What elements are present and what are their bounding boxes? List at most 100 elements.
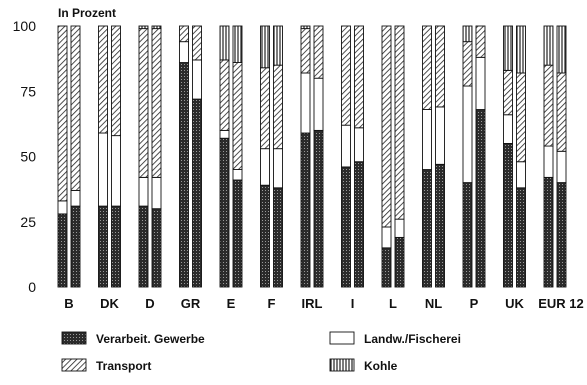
- bar-segment: [57, 200, 68, 215]
- bar-segment: [503, 114, 513, 144]
- bar-segment: [516, 72, 526, 163]
- bar-segment: [111, 135, 121, 207]
- bar-segment: [313, 77, 324, 131]
- legend-swatch: [329, 358, 355, 372]
- bar-segment: [273, 148, 283, 189]
- y-tick-label: 100: [13, 18, 37, 34]
- bar-segment: [179, 62, 189, 288]
- bar-segment: [138, 25, 149, 30]
- bar-segment: [503, 69, 513, 116]
- bar-segment: [98, 25, 108, 134]
- bar-segment: [354, 161, 364, 288]
- bar-segment: [435, 163, 445, 288]
- bar-segment: [138, 176, 149, 207]
- bar-segment: [543, 64, 554, 147]
- bar-segment: [422, 25, 432, 110]
- bar-segment: [232, 179, 243, 288]
- bar-segment: [516, 161, 526, 189]
- y-tick-label: 50: [20, 149, 36, 165]
- x-axis-labels: B DK D GR E F IRL I L NL P UK EUR 12: [64, 296, 583, 311]
- x-tick-label: IRL: [302, 296, 323, 311]
- legend-label: Transport: [96, 359, 151, 373]
- bar-segment: [556, 150, 567, 184]
- x-tick-label: I: [351, 296, 355, 311]
- bar-segment: [435, 106, 445, 165]
- bar-segment: [341, 25, 351, 126]
- bar-segment: [354, 127, 364, 163]
- bar-segment: [313, 25, 324, 79]
- bar-segment: [462, 85, 473, 184]
- bar-segment: [98, 132, 108, 207]
- x-tick-label: NL: [425, 296, 442, 311]
- bar-segment: [192, 98, 202, 288]
- x-tick-label: F: [268, 296, 276, 311]
- x-tick-label: UK: [505, 296, 524, 311]
- bar-segment: [394, 218, 405, 238]
- legend-swatch: [61, 331, 87, 345]
- bar-segment: [475, 56, 486, 110]
- x-tick-label: GR: [181, 296, 201, 311]
- bar-segment: [422, 109, 432, 170]
- x-tick-label: DK: [100, 296, 119, 311]
- bar-segment: [57, 25, 68, 202]
- bar-segment: [516, 25, 526, 74]
- bar-segment: [435, 25, 445, 108]
- bar-segment: [151, 176, 162, 210]
- bar-segment: [503, 25, 513, 71]
- legend-swatch: [61, 358, 87, 372]
- bar-segment: [556, 182, 567, 288]
- bar-segment: [475, 109, 486, 288]
- bar-segment: [273, 64, 283, 150]
- x-tick-label: L: [389, 296, 397, 311]
- y-axis-ticks: 0 25 50 75 100: [13, 18, 37, 295]
- y-tick-label: 75: [20, 83, 36, 99]
- bar-segment: [300, 25, 311, 30]
- bar-segment: [138, 205, 149, 288]
- bars-layer: [57, 25, 567, 288]
- bar-segment: [219, 59, 230, 131]
- x-tick-label: P: [470, 296, 479, 311]
- x-tick-label: D: [145, 296, 154, 311]
- bar-segment: [556, 25, 567, 74]
- bar-segment: [151, 208, 162, 288]
- bar-segment: [70, 25, 81, 191]
- y-tick-label: 25: [20, 214, 36, 230]
- bar-segment: [260, 148, 270, 186]
- bar-segment: [192, 25, 202, 61]
- bar-segment: [219, 137, 230, 288]
- bar-segment: [273, 25, 283, 66]
- bar-segment: [341, 166, 351, 288]
- x-tick-label: E: [227, 296, 236, 311]
- bar-segment: [341, 124, 351, 168]
- bar-segment: [475, 25, 486, 58]
- y-tick-label: 0: [28, 279, 36, 295]
- bar-segment: [111, 25, 121, 137]
- legend-swatch: [329, 331, 355, 345]
- bar-segment: [260, 67, 270, 150]
- bar-segment: [138, 28, 149, 178]
- bar-segment: [232, 25, 243, 63]
- bar-segment: [98, 205, 108, 288]
- bar-segment: [462, 182, 473, 288]
- bar-segment: [543, 145, 554, 178]
- bar-segment: [179, 41, 189, 63]
- bar-segment: [300, 72, 311, 134]
- x-tick-label: EUR 12: [538, 296, 584, 311]
- bar-segment: [232, 62, 243, 171]
- legend-label: Verarbeit. Gewerbe: [96, 332, 205, 346]
- bar-segment: [354, 25, 364, 129]
- bar-segment: [503, 142, 513, 288]
- bar-segment: [462, 25, 473, 43]
- y-axis-title: In Prozent: [58, 6, 116, 20]
- bar-segment: [543, 176, 554, 288]
- bar-segment: [179, 25, 189, 43]
- bar-segment: [422, 169, 432, 288]
- bar-segment: [219, 129, 230, 139]
- bar-segment: [260, 25, 270, 69]
- bar-segment: [313, 129, 324, 288]
- bar-segment: [111, 205, 121, 288]
- bar-segment: [219, 25, 230, 61]
- bar-segment: [192, 59, 202, 100]
- bar-segment: [273, 187, 283, 288]
